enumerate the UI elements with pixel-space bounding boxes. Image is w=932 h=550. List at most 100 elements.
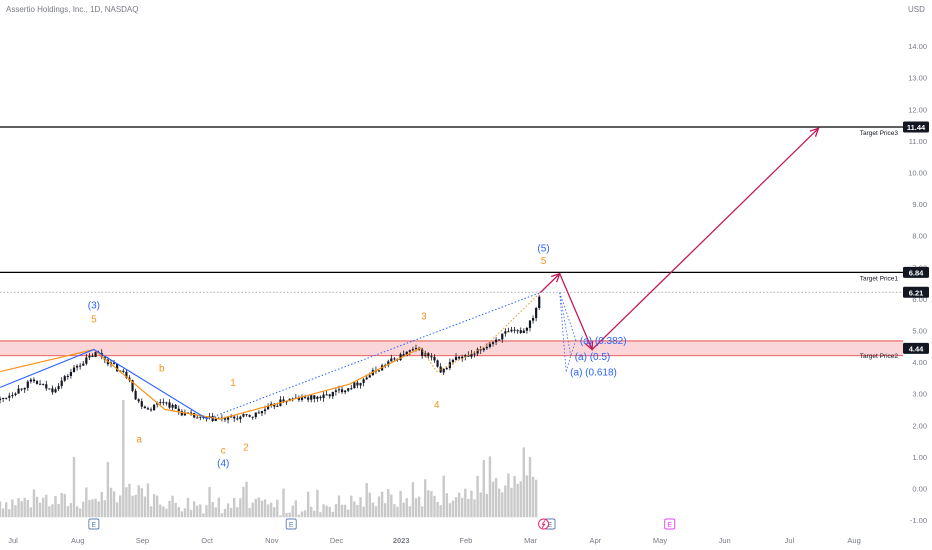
lightning-icon-glyph	[541, 520, 546, 529]
volume-bar	[211, 501, 214, 518]
volume-bar	[149, 506, 153, 518]
price-tick-label: 6.00	[912, 295, 927, 304]
candle-body	[100, 352, 103, 358]
time-tick-label: Aug	[847, 536, 860, 545]
candle-body	[211, 416, 214, 422]
candle-body	[316, 396, 319, 399]
candle-body	[66, 375, 69, 377]
volume-bar	[451, 500, 455, 518]
volume-bar	[396, 506, 399, 518]
volume-bar	[109, 487, 113, 518]
volume-bar	[303, 510, 307, 518]
volume-bar	[183, 508, 187, 518]
candle-body	[319, 396, 322, 399]
volume-bar	[106, 462, 110, 518]
wave-label: 1	[230, 378, 236, 389]
volume-bar	[445, 493, 448, 518]
candle-body	[494, 339, 498, 343]
candle-body	[479, 349, 482, 351]
earnings-marker[interactable]	[285, 518, 297, 530]
volume-bar	[192, 501, 196, 518]
projection-arrowhead-down	[584, 340, 594, 351]
volume-bar	[91, 499, 94, 518]
price-tick-label: -1.00	[910, 516, 927, 525]
volume-bar	[180, 511, 184, 518]
price-tick-label: 9.00	[912, 200, 927, 209]
volume-bar	[174, 502, 177, 518]
price-tick-label: 12.00	[908, 105, 927, 114]
volume-bar	[516, 483, 519, 518]
candle-body	[390, 358, 393, 362]
volume-bar	[411, 482, 415, 518]
candle-body	[2, 398, 5, 400]
candle-body	[32, 379, 36, 382]
candle-body	[193, 413, 196, 418]
candle-body	[393, 358, 396, 360]
time-axis[interactable]: Jul Aug Sep Oct Nov Dec 2023 Feb Mar Apr May Jun Jul…	[8, 536, 861, 545]
volume-bar	[291, 505, 294, 518]
candle-body	[430, 356, 433, 358]
price-tick-label: 8.00	[912, 232, 927, 241]
candle-body	[303, 396, 307, 398]
volume-bar	[51, 504, 54, 518]
candle-body	[347, 388, 350, 391]
candle-body	[72, 367, 76, 372]
price-axis[interactable]: -1.000.001.002.003.004.005.006.007.008.0…	[903, 42, 929, 525]
candle-body	[199, 416, 202, 418]
candle-body	[35, 381, 39, 384]
volume-bar	[226, 503, 230, 518]
candle-body	[538, 296, 541, 309]
volume-bar	[199, 504, 202, 518]
candle-body	[14, 393, 17, 396]
volume-bar	[85, 487, 88, 518]
time-tick-label: Mar	[524, 536, 537, 545]
target-level-name: Target Price3	[860, 130, 899, 137]
candle-body	[143, 406, 146, 409]
candle-body	[134, 390, 137, 400]
earnings-marker[interactable]	[664, 518, 676, 530]
volume-bar	[420, 506, 424, 518]
candle-body	[516, 330, 519, 332]
earnings-marker[interactable]	[88, 518, 100, 530]
wave-label: 5	[541, 256, 547, 267]
candle-body	[263, 409, 267, 412]
price-tick-label: 2.00	[912, 421, 927, 430]
orange-wave-dotted	[420, 273, 561, 373]
candle-body	[168, 402, 171, 408]
volume-bar	[531, 476, 535, 518]
candle-body	[174, 404, 177, 409]
volume-bar	[54, 495, 57, 518]
candle-body	[116, 363, 119, 372]
volume-bar	[334, 504, 338, 518]
volume-bar	[316, 489, 319, 518]
volume-bar	[313, 510, 316, 518]
target-price-tag-bg	[903, 266, 929, 278]
volume-bar	[525, 475, 529, 518]
candle-body	[387, 361, 390, 366]
candle-body	[11, 395, 14, 397]
candle-body	[189, 412, 193, 414]
candle-body	[439, 366, 442, 373]
volume-bar	[322, 504, 325, 518]
volume-bar	[528, 456, 532, 518]
candle-body	[513, 329, 516, 331]
volume-bar	[254, 498, 257, 518]
volume-bar	[220, 513, 224, 518]
volume-bar	[82, 501, 85, 518]
volume-bar	[276, 499, 279, 518]
volume-bar	[285, 513, 288, 518]
volume-bar	[251, 502, 254, 518]
candle-body	[282, 399, 285, 403]
candle-body	[251, 416, 254, 418]
time-tick-label: May	[653, 536, 667, 545]
volume-bar	[29, 507, 33, 518]
volume-bar	[297, 514, 301, 518]
volume-bar	[470, 490, 473, 518]
retracement-label: (a) (0.618)	[570, 368, 617, 379]
volume-bar	[202, 513, 205, 518]
volume-bar	[464, 488, 467, 518]
candle-body	[276, 405, 279, 407]
price-tick-label: 0.00	[912, 485, 927, 494]
